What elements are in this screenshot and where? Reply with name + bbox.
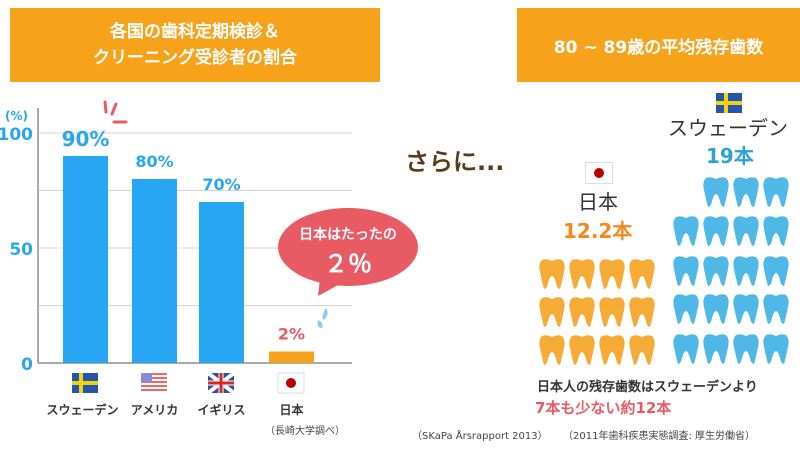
tooth-icon <box>599 258 625 294</box>
summary-line-2: 7本も少ない約12本 <box>535 399 672 417</box>
tooth-icon <box>569 296 595 332</box>
tooth-icon <box>629 258 655 294</box>
tooth-icon <box>703 293 729 329</box>
x-tick-label: スウェーデン <box>46 402 118 417</box>
japan-label: 日本 <box>578 190 618 214</box>
title-line-2: クリーニング受診者の割合 <box>93 48 297 68</box>
bubble-line-2: ２％ <box>324 250 372 278</box>
tooth-icon <box>539 334 565 370</box>
bar-2 <box>199 202 244 363</box>
tooth-icon <box>703 255 729 291</box>
source-mhlw: （2011年歯科疾患実態調査: 厚生労働省） <box>563 431 755 442</box>
flag-stripe <box>141 381 167 383</box>
tooth-icon <box>733 215 759 251</box>
emphasis-marks-icon <box>103 100 128 124</box>
y-tick-label: 0 <box>21 355 33 375</box>
furthermore-text: さらに... <box>405 148 505 176</box>
speech-bubble: 日本はたったの ２％ <box>278 208 418 286</box>
tooth-icon <box>763 176 789 212</box>
tooth-icon <box>629 334 655 370</box>
flag-cross <box>208 373 234 393</box>
tooth-icon <box>599 334 625 370</box>
y-tick-label: 50 <box>9 240 33 260</box>
y-tick-label: 100 <box>0 125 33 145</box>
data-label: 90% <box>62 127 110 151</box>
bar-chart: (%) 0 50 100 90% スウェーデン 80% アメリカ 70% イギリス 2% 日本 （長崎大… <box>0 108 352 437</box>
tooth-icon <box>539 258 565 294</box>
tooth-icon <box>733 293 759 329</box>
japan-teeth-count: 12.2本 <box>563 219 633 243</box>
tooth-icon <box>673 333 699 369</box>
chart-title-banner: 各国の歯科定期検診＆ クリーニング受診者の割合 <box>10 8 380 82</box>
source-skapa: （SKaPa Årsrapport 2013） <box>412 431 548 442</box>
data-label: 80% <box>135 152 173 171</box>
data-label: 70% <box>202 175 240 194</box>
tooth-icon <box>703 176 729 212</box>
x-tick-label: 日本 <box>279 402 303 417</box>
flag-cross <box>72 381 98 385</box>
title-line-1: 各国の歯科定期検診＆ <box>110 22 280 42</box>
tooth-icon <box>569 334 595 370</box>
flag-stripe <box>141 389 167 391</box>
sweden-flag-icon <box>716 93 742 113</box>
flag-sun <box>286 378 296 388</box>
tooth-icon <box>569 258 595 294</box>
flag-stripe <box>141 373 167 375</box>
tooth-icon <box>673 293 699 329</box>
data-label: 2% <box>278 325 305 344</box>
tooth-icon <box>599 296 625 332</box>
bubble-line-1: 日本はたったの <box>299 227 397 243</box>
tooth-icon <box>733 333 759 369</box>
tooth-icon <box>733 255 759 291</box>
tooth-icon <box>539 296 565 332</box>
tooth-icon <box>763 215 789 251</box>
bar-0 <box>63 156 108 363</box>
tooth-icon <box>673 255 699 291</box>
tooth-icon <box>673 215 699 251</box>
tooth-icon <box>763 333 789 369</box>
teeth-title: 80 ~ 89歳の平均残存歯数 <box>553 37 764 58</box>
y-axis-label: (%) <box>5 109 28 123</box>
tooth-icon <box>703 333 729 369</box>
bubble-tail <box>318 278 340 296</box>
tooth-icon <box>733 176 759 212</box>
sweden-label: スウェーデン <box>668 116 788 140</box>
x-tick-label: アメリカ <box>131 403 178 417</box>
teeth-title-banner: 80 ~ 89歳の平均残存歯数 <box>517 8 800 82</box>
bar-1 <box>132 179 177 363</box>
japan-flag-icon <box>585 162 613 184</box>
flag-stripe <box>141 385 167 387</box>
sweden-teeth-count: 19本 <box>706 144 754 168</box>
flag-canton <box>141 373 152 382</box>
chart-source: （長崎大学調べ） <box>265 424 345 437</box>
summary-line-1: 日本人の残存歯数はスウェーデンより <box>537 380 758 395</box>
tooth-icon <box>629 296 655 332</box>
tooth-icon <box>763 255 789 291</box>
tooth-icon <box>763 293 789 329</box>
sweat-drop-icon <box>317 308 328 328</box>
tooth-icon <box>703 215 729 251</box>
flag-stripe <box>141 377 167 379</box>
bar-3 <box>269 351 314 363</box>
x-tick-label: イギリス <box>197 402 245 417</box>
